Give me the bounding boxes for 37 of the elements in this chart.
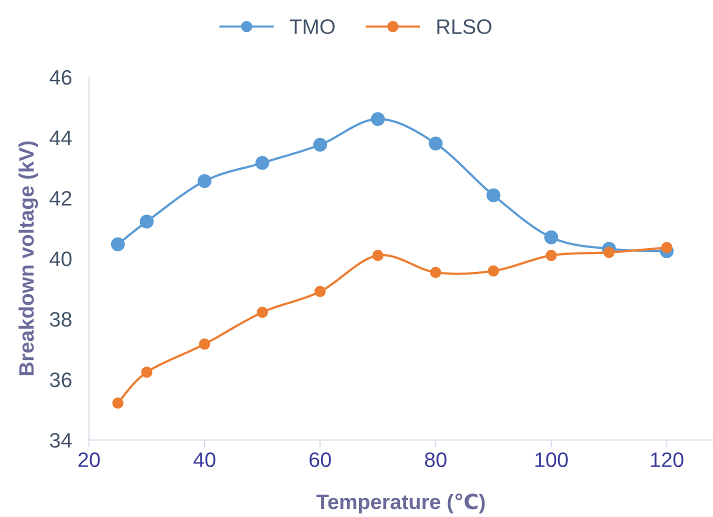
point [141,366,152,378]
x-tick-label: 60 [310,452,331,468]
point [112,398,124,409]
point [199,338,210,350]
y-tick-label: 44 [50,130,72,146]
point [110,237,125,252]
point [603,246,615,258]
point [430,266,442,278]
legend-label: TMO [290,19,335,34]
point [661,242,672,254]
x-tick-label: 20 [78,452,100,468]
x-tick-label: 40 [193,452,216,468]
point [370,112,385,126]
y-tick-label: 42 [50,191,72,206]
y-tick-label: 46 [50,70,72,85]
point [486,188,500,202]
point [428,136,443,150]
point [256,306,268,318]
point [255,156,270,170]
y-axis-title: Breakdown voltage (kV) [18,141,38,376]
legend-label: RLSO [437,19,492,34]
point [372,250,384,262]
point [544,230,558,244]
point [546,250,557,262]
x-tick-label: 120 [650,452,684,468]
x-tick-label: 80 [424,452,446,468]
point [140,214,154,229]
point [314,286,326,298]
x-tick-label: 100 [535,452,568,468]
y-tick-label: 34 [50,433,72,448]
point [313,138,328,152]
x-axis-title: Temperature (℃) [316,493,485,514]
y-tick-label: 40 [50,252,72,266]
y-tick-label: 38 [50,312,72,327]
point [198,174,212,188]
y-tick-label: 36 [50,372,72,388]
point [488,265,499,276]
